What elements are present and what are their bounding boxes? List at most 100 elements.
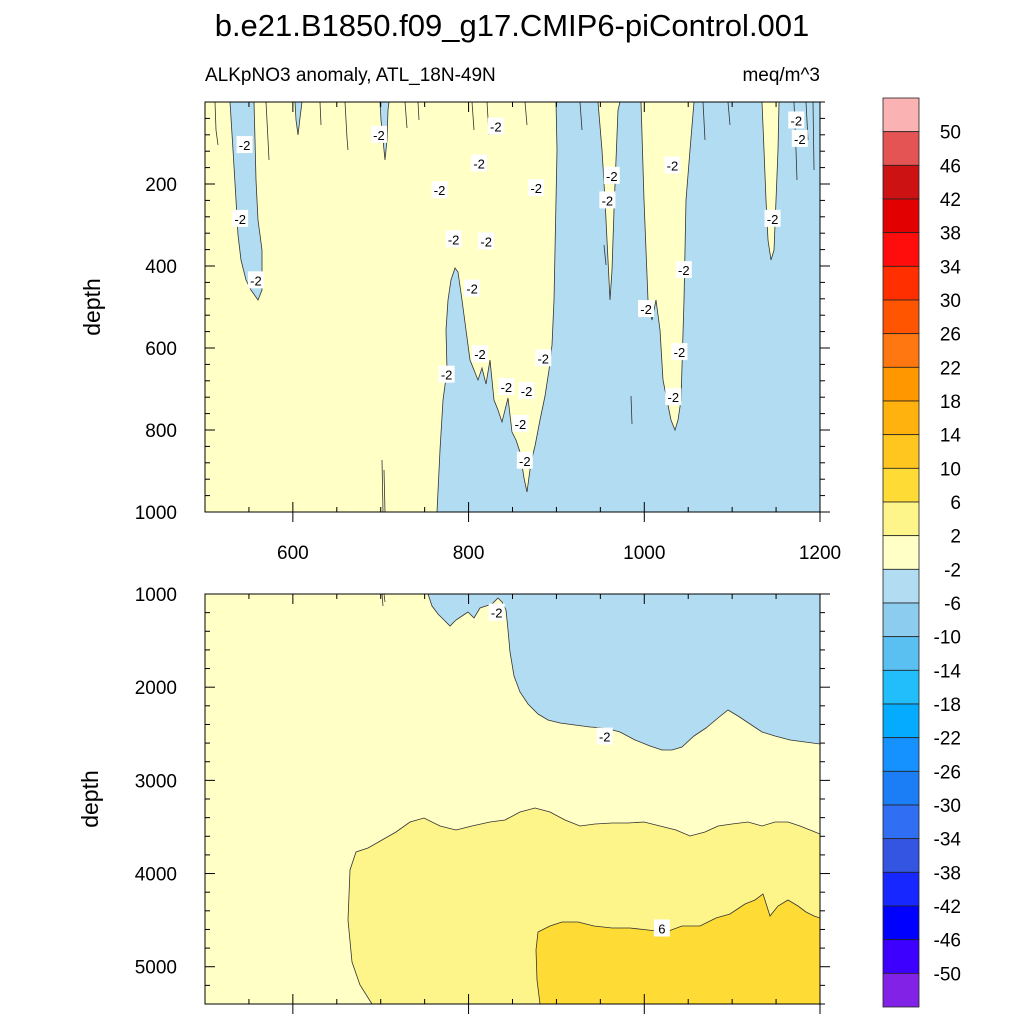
lower-contour-label-text: -2	[491, 606, 503, 621]
upper-contour-label: -2	[664, 156, 681, 174]
upper-contour-label-box	[518, 382, 535, 400]
upper-contour-label-box	[438, 365, 455, 383]
upper-contour-label-box	[236, 136, 253, 154]
lower-contour-label: 6	[653, 919, 670, 937]
upper-contour-label: -2	[665, 388, 682, 406]
variable-label: ALKpNO3 anomaly, ATL_18N-49N	[205, 65, 496, 86]
upper-contour-label-box	[675, 261, 692, 279]
colorbar-swatch	[882, 366, 920, 402]
colorbar-level-label: 46	[940, 156, 961, 177]
upper-contour-label-text: -2	[250, 273, 262, 288]
colorbar-swatch	[882, 737, 920, 772]
colorbar-swatch	[882, 669, 920, 705]
lower-fill-6-to-10	[535, 893, 820, 1004]
colorbar-swatch	[882, 703, 920, 739]
upper-contour-label-text: -2	[521, 384, 533, 399]
colorbar-level-label: -22	[934, 729, 961, 750]
colorbar-swatch	[882, 232, 920, 267]
upper-noise-lines	[214, 102, 815, 512]
upper-contour-label: -2	[464, 279, 481, 297]
upper-contour-label: -2	[431, 181, 448, 199]
upper-contour-label-box	[535, 349, 552, 367]
upper-contour-label: -2	[232, 209, 249, 227]
upper-contour-label-box	[247, 271, 264, 289]
upper-contour-label-box	[664, 156, 681, 174]
upper-xtick-label: 600	[277, 543, 309, 564]
upper-contour-label-box	[471, 345, 488, 363]
upper-contour-label-box	[471, 154, 488, 172]
upper-xtick-label: 1200	[799, 543, 841, 564]
colorbar-swatch	[882, 838, 920, 873]
lower-ytick-label: 5000	[135, 958, 177, 979]
upper-ytick-label: 200	[145, 175, 177, 196]
lower-ytick-label: 3000	[135, 771, 177, 792]
colorbar-level-label: 38	[940, 224, 961, 245]
colorbar-level-label: -26	[934, 762, 961, 783]
colorbar-swatch	[882, 164, 920, 200]
figure-title: b.e21.B1850.f09_g17.CMIP6-piControl.001	[215, 8, 810, 43]
upper-ytick-label: 600	[145, 339, 177, 360]
upper-contour-label-box	[603, 166, 620, 184]
upper-contour-label-box	[487, 117, 504, 135]
lower-y-axis-label: depth	[77, 770, 103, 828]
units-label: meq/m^3	[742, 65, 820, 86]
upper-contour-labels: -2 -2 -2 -2 -2 -2 -2 -2 -2 -2 -2 -2 -2 -2 -2 -2 -2 -2 -2 -2…	[232, 111, 808, 469]
upper-contour-label-text: -2	[530, 181, 542, 196]
colorbar-level-label: -50	[934, 964, 961, 985]
upper-contour-label-box	[370, 125, 387, 143]
colorbar-swatch	[882, 97, 920, 133]
colorbar-level-label: -18	[934, 695, 961, 716]
upper-contour-label-box	[431, 181, 448, 199]
upper-contour-label-text: -2	[790, 113, 802, 128]
lower-axis-ticks: 1000 2000 3000 4000 5000	[135, 585, 830, 1014]
upper-contour-label: -2	[487, 117, 504, 135]
lower-contour-label: -2	[488, 603, 505, 621]
upper-contour-label: -2	[471, 345, 488, 363]
colorbar-level-label: 34	[940, 257, 962, 278]
colorbar-swatch	[882, 400, 920, 436]
upper-contour-label: -2	[791, 129, 808, 147]
upper-contour-label-box	[464, 279, 481, 297]
upper-contour-label-text: -2	[434, 183, 446, 198]
upper-contour-label-box	[791, 129, 808, 147]
upper-contour-label-text: -2	[537, 351, 549, 366]
colorbar-level-label: 42	[940, 190, 961, 211]
upper-contour-label-box	[445, 230, 462, 248]
upper-y-axis-label: depth	[79, 278, 105, 336]
colorbar-level-label: 18	[940, 392, 961, 413]
upper-contour-label-box	[599, 191, 616, 209]
upper-contour-label: -2	[438, 365, 455, 383]
upper-contour-label-text: -2	[239, 138, 251, 153]
colorbar-swatch	[882, 131, 920, 166]
upper-contour-label-text: -2	[519, 454, 531, 469]
colorbar-swatch	[882, 636, 920, 671]
lower-ytick-label: 1000	[135, 585, 177, 606]
colorbar-swatch	[882, 434, 920, 469]
colorbar-level-label: 22	[940, 358, 961, 379]
upper-contour-label: -2	[498, 377, 515, 395]
upper-contour-label: -2	[671, 343, 688, 361]
colorbar-level-label: -14	[934, 661, 962, 682]
lower-fill-negative-region	[427, 594, 820, 751]
upper-xtick-label: 1000	[623, 543, 665, 564]
colorbar-swatch	[882, 299, 920, 335]
colorbar-level-label: -34	[934, 830, 962, 851]
upper-contour-label: -2	[236, 136, 253, 154]
colorbar-level-label: -10	[934, 628, 961, 649]
upper-contour-label-text: -2	[794, 132, 806, 147]
colorbar-swatch	[882, 939, 920, 974]
upper-contour-label-text: -2	[678, 263, 690, 278]
colorbar-level-label: 30	[940, 291, 961, 312]
upper-contour-label-text: -2	[767, 212, 779, 227]
upper-contour-label: -2	[603, 166, 620, 184]
upper-contour-label: -2	[516, 451, 533, 469]
colorbar-swatch	[882, 871, 920, 907]
upper-contour-label: -2	[528, 179, 545, 197]
colorbar-level-label: -38	[934, 863, 961, 884]
upper-contour-label-box	[638, 300, 655, 318]
upper-contour-label: -2	[471, 154, 488, 172]
upper-contour-label-text: -2	[373, 128, 385, 143]
colorbar-swatch	[882, 972, 920, 1008]
